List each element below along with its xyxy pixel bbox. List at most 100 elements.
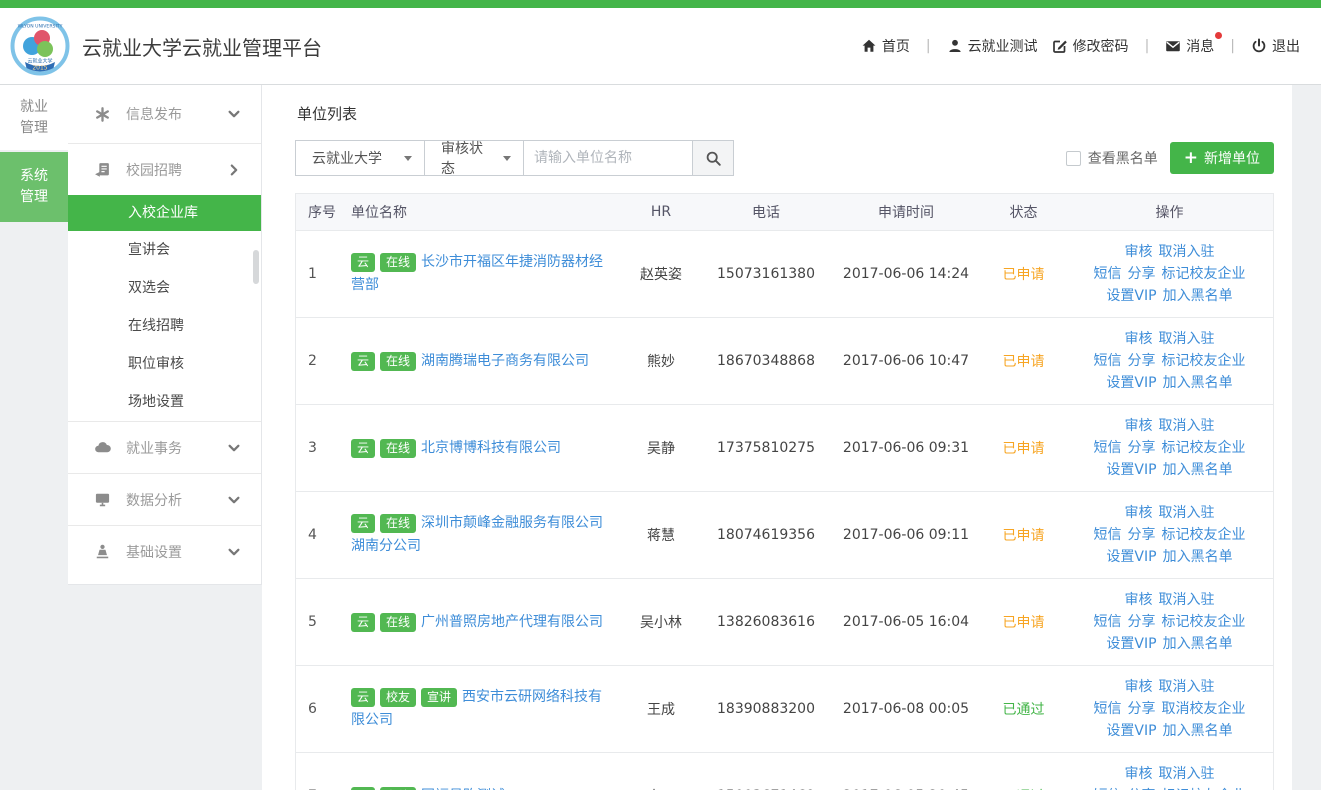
action-link[interactable]: 取消入驻 <box>1158 505 1215 521</box>
phone: 17375810275 <box>717 440 815 456</box>
nav-home[interactable]: 首页 <box>861 36 910 56</box>
campus-recruiting-submenu: 入校企业库 宣讲会 双选会 在线招聘 职位审核 场地设置 <box>68 195 261 421</box>
action-link[interactable]: 短信 <box>1093 266 1122 282</box>
sidebar-item-employment-affairs[interactable]: 就业事务 <box>68 421 261 473</box>
actions-cell: 审核 取消入驻短信 分享 取消校友企业 设置VIP 加入黑名单 <box>1066 676 1273 742</box>
top-accent-bar <box>0 0 1321 8</box>
company-badge: 在线 <box>380 514 417 533</box>
sidebar-item-company-library[interactable]: 入校企业库 <box>68 195 261 231</box>
action-link[interactable]: 加入黑名单 <box>1162 288 1233 304</box>
action-link[interactable]: 标记校友企业 <box>1161 353 1246 369</box>
company-link[interactable]: 广州普照房地产代理有限公司 <box>421 613 604 630</box>
tab-employment-management[interactable]: 就业管理 <box>0 85 68 150</box>
action-link[interactable]: 短信 <box>1094 788 1122 790</box>
sidebar-item-job-fair[interactable]: 双选会 <box>128 280 170 296</box>
action-link[interactable]: 取消入驻 <box>1158 418 1215 434</box>
action-link[interactable]: 短信 <box>1093 527 1122 543</box>
action-link[interactable]: 分享 <box>1128 788 1156 790</box>
search-button[interactable] <box>692 140 734 176</box>
nav-logout[interactable]: 退出 <box>1251 36 1300 56</box>
nav-change-password[interactable]: 修改密码 <box>1052 36 1129 56</box>
status-badge: 已申请 <box>1002 615 1045 631</box>
company-link[interactable]: 长沙市开福区年捷消防器材经营部 <box>351 254 604 293</box>
action-link[interactable]: 加入黑名单 <box>1162 723 1233 739</box>
table-row: 7云在线同福易购测试大只150036714692017-06-05 20:45已… <box>296 753 1273 790</box>
nav-messages[interactable]: 消息 <box>1165 32 1223 56</box>
action-link[interactable]: 设置VIP <box>1106 549 1157 565</box>
action-link[interactable]: 审核 <box>1124 592 1153 608</box>
col-company-name: 单位名称 <box>351 205 407 221</box>
action-link[interactable]: 设置VIP <box>1106 462 1157 478</box>
action-link[interactable]: 取消入驻 <box>1158 766 1215 782</box>
actions-line: 设置VIP 加入黑名单 <box>1071 459 1268 481</box>
chevron-down-icon <box>227 545 241 559</box>
sidebar-item-data-analysis[interactable]: 数据分析 <box>68 473 261 525</box>
action-link[interactable]: 标记校友企业 <box>1162 788 1246 790</box>
action-link[interactable]: 审核 <box>1124 505 1153 521</box>
action-link[interactable]: 标记校友企业 <box>1161 440 1246 456</box>
action-link[interactable]: 分享 <box>1127 440 1156 456</box>
action-link[interactable]: 分享 <box>1127 527 1156 543</box>
action-link[interactable]: 设置VIP <box>1106 723 1157 739</box>
sidebar-item-campus-recruiting[interactable]: 校园招聘 <box>68 143 261 195</box>
action-link[interactable]: 标记校友企业 <box>1161 266 1246 282</box>
review-status-select[interactable]: 审核状态 <box>424 140 524 177</box>
action-link[interactable]: 加入黑名单 <box>1162 375 1233 391</box>
action-link[interactable]: 短信 <box>1093 353 1122 369</box>
sidebar-item-basic-settings[interactable]: 基础设置 <box>68 525 261 577</box>
company-badge: 在线 <box>380 612 417 632</box>
action-link[interactable]: 审核 <box>1124 766 1153 782</box>
action-link[interactable]: 加入黑名单 <box>1162 462 1233 478</box>
sidebar-item-online-recruiting[interactable]: 在线招聘 <box>128 318 184 334</box>
status-badge: 已申请 <box>1002 354 1045 370</box>
action-link[interactable]: 标记校友企业 <box>1161 527 1246 543</box>
sidebar-item-venue-settings[interactable]: 场地设置 <box>128 394 184 410</box>
action-link[interactable]: 审核 <box>1124 244 1153 260</box>
company-cell: 云在线 湖南腾瑞电子商务有限公司 <box>346 350 621 373</box>
company-link[interactable]: 湖南腾瑞电子商务有限公司 <box>421 352 590 369</box>
company-link[interactable]: 北京博博科技有限公司 <box>421 439 562 456</box>
apply-time: 2017-06-06 10:47 <box>842 353 970 369</box>
school-select[interactable]: 云就业大学 <box>295 140 425 176</box>
action-link[interactable]: 审核 <box>1124 331 1153 347</box>
action-link[interactable]: 分享 <box>1127 353 1156 369</box>
sidebar-item-position-review[interactable]: 职位审核 <box>128 356 184 372</box>
action-link[interactable]: 审核 <box>1124 679 1153 695</box>
action-link[interactable]: 取消入驻 <box>1158 244 1215 260</box>
company-link[interactable]: 西安市云研网络科技有限公司 <box>351 689 603 728</box>
recruit-icon <box>94 161 111 178</box>
action-link[interactable]: 分享 <box>1127 614 1156 630</box>
action-link[interactable]: 取消入驻 <box>1158 592 1215 608</box>
add-company-button[interactable]: + 新增单位 <box>1169 142 1274 174</box>
action-link[interactable]: 分享 <box>1127 701 1156 717</box>
action-link[interactable]: 短信 <box>1093 614 1122 630</box>
sidebar-group-data-analysis: 数据分析 <box>68 473 261 525</box>
action-link[interactable]: 短信 <box>1093 440 1122 456</box>
action-link[interactable]: 取消入驻 <box>1158 331 1215 347</box>
action-link[interactable]: 设置VIP <box>1106 288 1157 304</box>
action-link[interactable]: 取消入驻 <box>1158 679 1215 695</box>
action-link[interactable]: 分享 <box>1127 266 1156 282</box>
action-link[interactable]: 短信 <box>1093 701 1122 717</box>
sidebar-item-info-session[interactable]: 宣讲会 <box>128 242 170 258</box>
action-link[interactable]: 加入黑名单 <box>1162 549 1233 565</box>
search-icon <box>705 150 722 167</box>
action-link[interactable]: 设置VIP <box>1106 375 1157 391</box>
action-link[interactable]: 设置VIP <box>1106 636 1157 652</box>
action-link[interactable]: 标记校友企业 <box>1161 614 1246 630</box>
action-link[interactable]: 取消校友企业 <box>1161 701 1246 717</box>
sidebar-item-info-publish[interactable]: 信息发布 <box>68 85 261 143</box>
blacklist-checkbox[interactable] <box>1065 150 1081 166</box>
company-cell: 云校友 宣讲 西安市云研网络科技有限公司 <box>346 686 621 732</box>
company-link[interactable]: 深圳市颠峰金融服务有限公司湖南分公司 <box>351 515 604 554</box>
nav-current-user[interactable]: 云就业测试 <box>947 36 1038 56</box>
company-link[interactable]: 同福易购测试 <box>421 788 505 790</box>
action-link[interactable]: 审核 <box>1124 418 1153 434</box>
table-row: 6 云校友 宣讲 西安市云研网络科技有限公司 王成 18390883200 2017-06-… <box>296 666 1273 753</box>
nav-separator: | <box>1144 38 1150 54</box>
sidebar-scrollbar[interactable] <box>253 250 259 284</box>
company-search-input[interactable] <box>523 140 693 176</box>
tab-system-management[interactable]: 系统管理 <box>0 152 68 222</box>
row-index: 5 <box>308 614 317 630</box>
action-link[interactable]: 加入黑名单 <box>1162 636 1233 652</box>
